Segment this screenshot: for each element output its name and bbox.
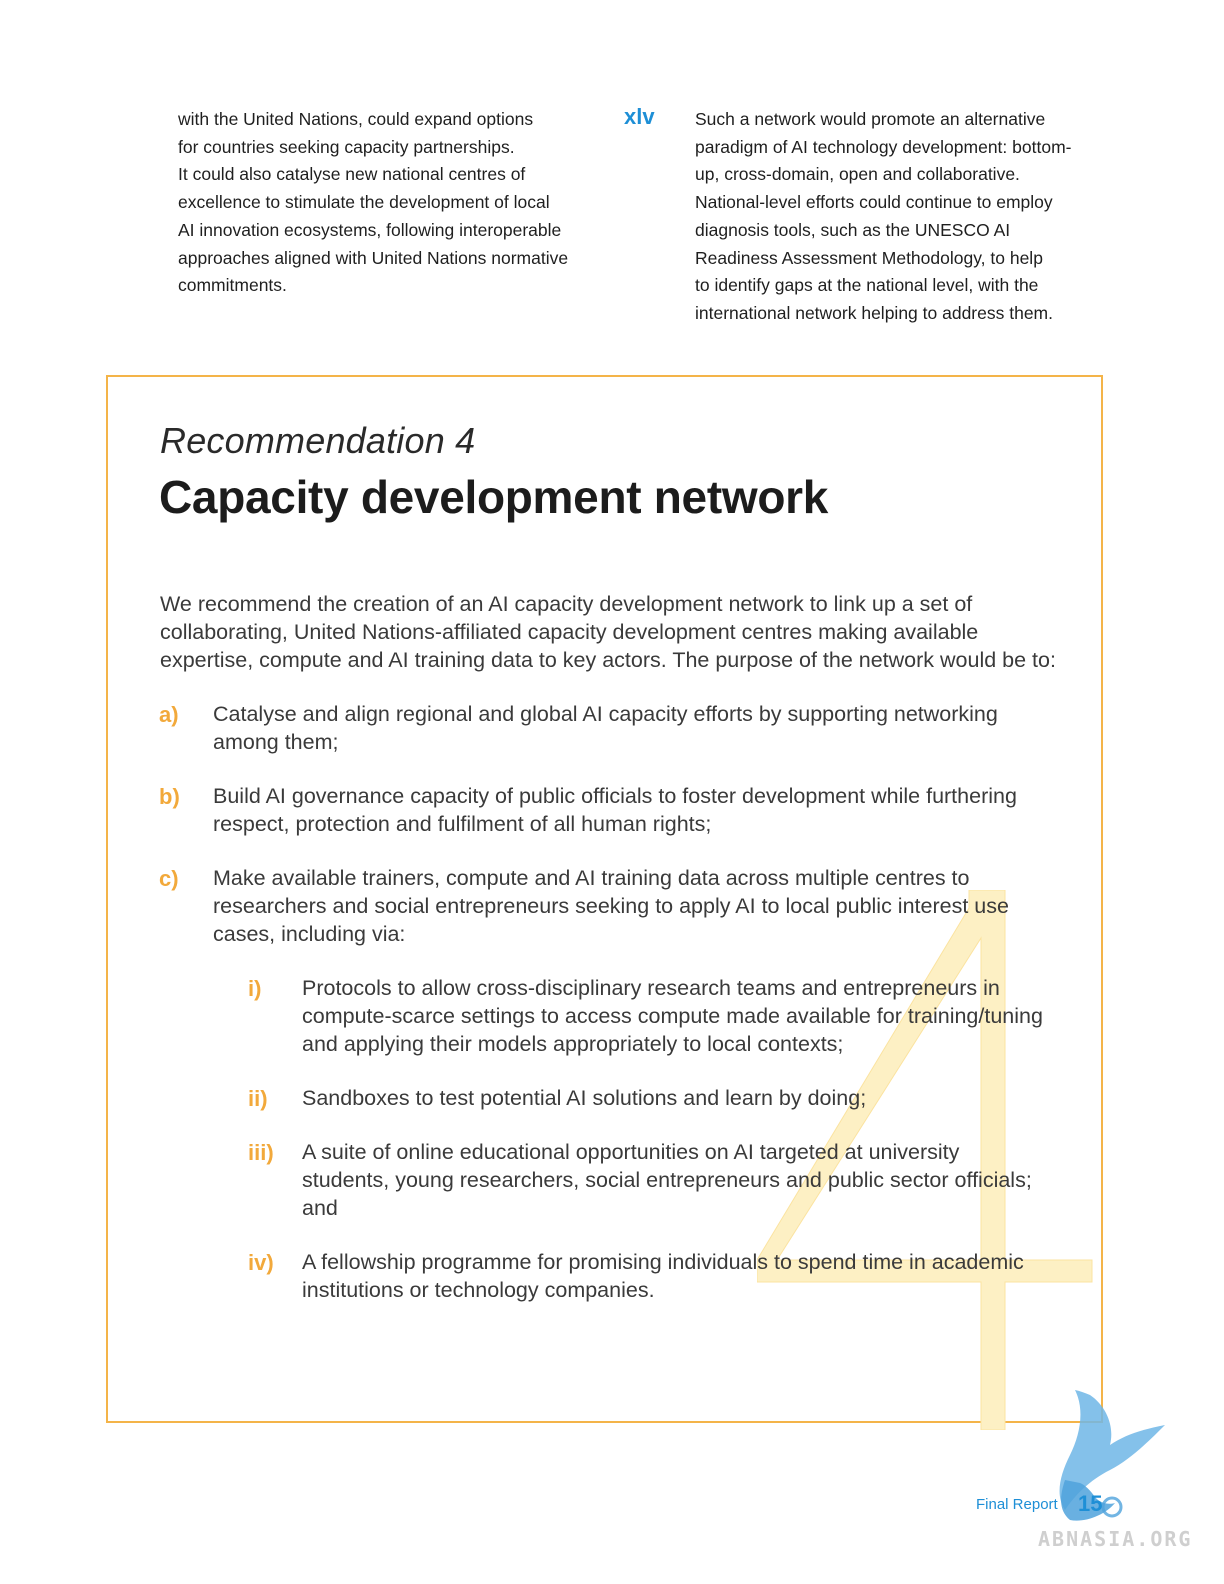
list-marker: a): [159, 702, 179, 727]
paragraph-line: international network helping to address…: [695, 302, 1053, 323]
paragraph-line: AI innovation ecosystems, following inte…: [178, 219, 562, 240]
eagle-icon: [1059, 1390, 1165, 1521]
paragraph-line: Sandboxes to test potential AI solutions…: [302, 1086, 867, 1110]
paragraph-line: Make available trainers, compute and AI …: [213, 866, 970, 890]
paragraph-line: to identify gaps at the national level, …: [695, 275, 1039, 296]
sub-list-marker: iii): [248, 1140, 274, 1165]
paragraph-line: up, cross-domain, open and collaborative…: [695, 164, 1020, 185]
sub-list-marker: iv): [248, 1250, 274, 1275]
list-item-text: Make available trainers, compute and AI …: [213, 864, 1093, 948]
paragraph-line: and: [302, 1196, 338, 1220]
paragraph-line: Readiness Assessment Methodology, to hel…: [695, 247, 1043, 268]
eagle-wing: [1059, 1390, 1165, 1510]
sub-list-marker: ii): [248, 1086, 268, 1111]
recommendation-title: Capacity development network: [159, 471, 828, 523]
paragraph-line: for countries seeking capacity partnersh…: [178, 136, 515, 157]
paragraph-line: respect, protection and fulfilment of al…: [213, 812, 712, 836]
sub-list-item-text: A suite of online educational opportunit…: [302, 1138, 1092, 1222]
paragraph-line: Build AI governance capacity of public o…: [213, 784, 1017, 808]
recommendation-label: Recommendation 4: [160, 420, 476, 461]
paragraph-line: commitments.: [178, 275, 287, 296]
list-item-text: Build AI governance capacity of public o…: [213, 782, 1093, 838]
paragraph-line: A fellowship programme for promising ind…: [302, 1250, 1024, 1274]
paragraph-line: Such a network would promote an alternat…: [695, 109, 1046, 129]
list-marker: c): [159, 866, 179, 891]
watermark-text: ABNASIA.ORG: [1038, 1527, 1193, 1551]
paragraph-line: compute-scarce settings to access comput…: [302, 1004, 1043, 1028]
sub-list-item-text: Sandboxes to test potential AI solutions…: [302, 1084, 1092, 1112]
intro-paragraph: We recommend the creation of an AI capac…: [160, 590, 1080, 674]
paragraph-line: collaborating, United Nations-affiliated…: [160, 620, 979, 644]
paragraph-line: institutions or technology companies.: [302, 1278, 655, 1302]
paragraph-line: excellence to stimulate the development …: [178, 192, 550, 213]
left-column-text: with the United Nations, could expand op…: [178, 106, 608, 300]
paragraph-line: Protocols to allow cross-disciplinary re…: [302, 976, 1000, 1000]
paragraph-line: Catalyse and align regional and global A…: [213, 702, 998, 726]
big-four-counter: [776, 936, 982, 1261]
eagle-body: [1061, 1480, 1115, 1521]
page-number: 15: [1078, 1491, 1103, 1516]
paragraph-line: paradigm of AI technology development: b…: [695, 136, 1072, 157]
paragraph-line: with the United Nations, could expand op…: [178, 109, 534, 129]
paragraph-line: approaches aligned with United Nations n…: [178, 247, 569, 268]
paragraph-line: We recommend the creation of an AI capac…: [160, 592, 973, 616]
paragraph-line: It could also catalyse new national cent…: [178, 164, 526, 185]
paragraph-line: National-level efforts could continue to…: [695, 192, 1053, 213]
recommendation-box: [106, 375, 1103, 1423]
paragraph-number-marker: xlv: [624, 104, 655, 129]
sub-list-marker: i): [248, 976, 262, 1001]
list-item-text: Catalyse and align regional and global A…: [213, 700, 1093, 756]
paragraph-line: and applying their models appropriately …: [302, 1032, 844, 1056]
paragraph-line: A suite of online educational opportunit…: [302, 1140, 960, 1164]
eagle-tail-swirl: [1101, 1496, 1123, 1518]
right-column-text: Such a network would promote an alternat…: [695, 106, 1105, 328]
list-marker: b): [159, 784, 180, 809]
paragraph-line: diagnosis tools, such as the UNESCO AI: [695, 219, 1011, 240]
paragraph-line: researchers and social entrepreneurs see…: [213, 894, 1009, 918]
sub-list-item-text: Protocols to allow cross-disciplinary re…: [302, 974, 1092, 1058]
footer-report-label: Final Report: [976, 1496, 1058, 1513]
paragraph-line: among them;: [213, 730, 339, 754]
paragraph-line: cases, including via:: [213, 922, 406, 946]
paragraph-line: expertise, compute and AI training data …: [160, 648, 1056, 672]
sub-list-item-text: A fellowship programme for promising ind…: [302, 1248, 1092, 1304]
big-number-decoration: [757, 890, 1093, 1430]
paragraph-line: students, young researchers, social entr…: [302, 1168, 1032, 1192]
